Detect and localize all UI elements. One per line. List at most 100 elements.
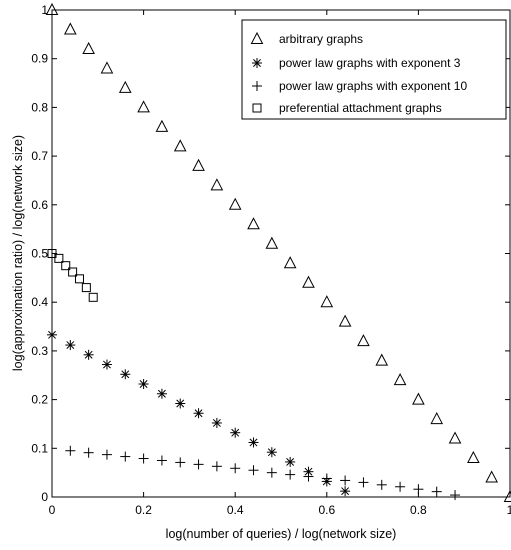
x-tick-label: 0.6 — [318, 503, 335, 517]
data-point — [430, 412, 444, 425]
data-point — [485, 470, 499, 483]
data-point — [101, 359, 112, 370]
data-point — [376, 479, 387, 490]
data-point — [74, 274, 84, 284]
legend-box — [241, 19, 507, 120]
x-axis-title: log(number of queries) / log(network siz… — [166, 527, 397, 541]
data-point — [248, 465, 259, 476]
legend-marker-square — [252, 103, 262, 113]
data-point — [120, 451, 131, 462]
data-point — [82, 41, 95, 54]
data-point — [138, 379, 149, 390]
legend-label-power-law-10: power law graphs with exponent 10 — [279, 79, 467, 93]
legend-markers — [250, 31, 264, 113]
data-point — [375, 353, 389, 366]
y-tick-label: 1 — [41, 3, 48, 17]
data-point — [266, 447, 277, 458]
y-tick-label: 0.2 — [31, 393, 48, 407]
legend-marker-triangle — [250, 31, 264, 44]
data-point — [156, 388, 167, 399]
series-3 — [47, 249, 98, 302]
data-point — [248, 437, 259, 448]
data-point — [503, 489, 511, 502]
x-tick-label: 1 — [507, 503, 511, 517]
data-point — [302, 275, 315, 288]
x-tick-label: 0 — [49, 503, 56, 517]
data-point — [285, 456, 296, 467]
legend: arbitrary graphs power law graphs with e… — [241, 19, 507, 120]
data-point — [247, 217, 260, 230]
data-point — [47, 249, 57, 258]
data-point — [45, 2, 59, 15]
data-point — [303, 471, 314, 482]
y-tick-label: 0.6 — [31, 198, 48, 212]
data-point — [155, 119, 169, 132]
y-tick-label: 0.9 — [31, 52, 48, 66]
data-point — [101, 449, 112, 460]
data-point — [211, 417, 222, 428]
legend-marker-asterisk — [252, 58, 262, 68]
data-point — [65, 445, 76, 456]
y-tick-label: 0.1 — [31, 441, 48, 455]
data-point — [357, 334, 370, 347]
data-point — [338, 314, 352, 327]
data-point — [175, 457, 186, 468]
data-point — [63, 22, 77, 35]
axis-ticks: 0 0.2 0.4 0.6 0.8 1 0 0.1 0.2 0.3 0.4 0.5 0.6 0.7 0.8 0… — [31, 3, 511, 517]
y-tick-label: 0 — [41, 490, 48, 504]
data-point — [61, 261, 71, 271]
data-point — [192, 158, 205, 171]
x-tick-label: 0.4 — [227, 503, 244, 517]
data-marks — [45, 2, 511, 502]
data-point — [100, 61, 114, 74]
data-point — [448, 431, 462, 444]
data-point — [156, 455, 167, 466]
y-tick-label: 0.5 — [31, 247, 48, 261]
y-tick-label: 0.8 — [31, 100, 48, 114]
data-point — [118, 80, 132, 93]
data-point — [467, 450, 480, 464]
data-point — [193, 408, 204, 419]
data-point — [285, 469, 296, 480]
data-point — [54, 253, 64, 263]
data-point — [138, 453, 149, 464]
data-point — [83, 349, 94, 360]
data-point — [65, 340, 76, 351]
data-point — [413, 484, 424, 495]
data-point — [320, 295, 334, 308]
legend-label-arbitrary: arbitrary graphs — [279, 32, 363, 46]
data-point — [283, 256, 297, 269]
legend-label-power-law-3: power law graphs with exponent 3 — [279, 56, 461, 70]
data-point — [393, 373, 407, 386]
data-point — [193, 459, 204, 470]
data-point — [120, 369, 131, 380]
series-0 — [45, 2, 511, 502]
data-point — [211, 461, 222, 472]
data-point — [412, 392, 425, 405]
data-point — [175, 398, 186, 409]
data-point — [450, 490, 461, 501]
data-point — [81, 283, 91, 293]
data-point — [83, 447, 94, 458]
data-point — [358, 477, 369, 488]
data-point — [321, 473, 332, 484]
data-point — [47, 329, 57, 340]
data-point — [228, 197, 242, 210]
data-point — [88, 292, 98, 302]
data-point — [340, 486, 351, 497]
data-point — [340, 475, 351, 486]
data-point — [210, 178, 224, 191]
data-point — [68, 267, 78, 277]
legend-label-preferential: preferential attachment graphs — [279, 101, 442, 115]
data-point — [265, 236, 279, 249]
y-tick-label: 0.7 — [31, 149, 48, 163]
series-2 — [65, 445, 461, 501]
y-tick-label: 0.4 — [31, 295, 48, 309]
y-tick-label: 0.3 — [31, 344, 48, 358]
data-point — [230, 463, 241, 474]
data-point — [266, 467, 277, 478]
data-point — [230, 427, 241, 438]
data-point — [173, 139, 187, 152]
x-tick-label: 0.8 — [410, 503, 427, 517]
